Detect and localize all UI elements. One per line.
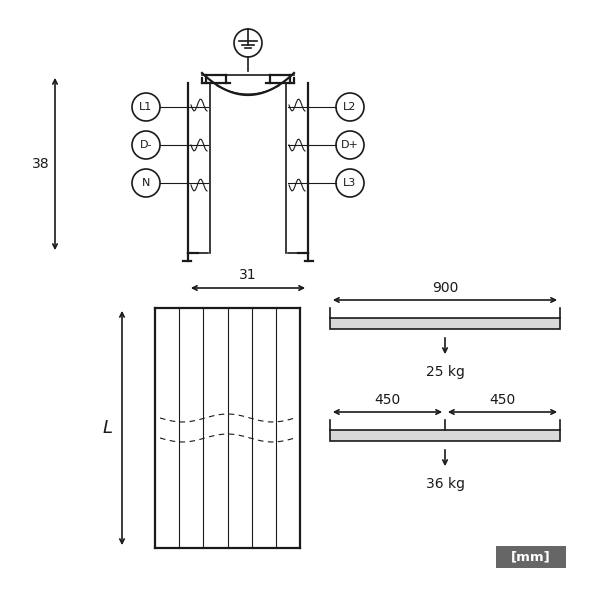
Text: 36 kg: 36 kg — [426, 477, 465, 491]
Text: [mm]: [mm] — [511, 550, 551, 563]
Text: 450: 450 — [374, 393, 401, 407]
FancyBboxPatch shape — [496, 546, 566, 568]
Text: D-: D- — [139, 140, 152, 150]
Text: 38: 38 — [32, 157, 50, 171]
Text: 25 kg: 25 kg — [426, 365, 465, 379]
Text: L1: L1 — [139, 102, 152, 112]
Text: D+: D+ — [341, 140, 359, 150]
Text: 31: 31 — [239, 268, 257, 282]
Text: L: L — [103, 419, 113, 437]
Bar — [330, 318, 560, 329]
Text: N: N — [142, 178, 150, 188]
Bar — [330, 430, 560, 441]
Text: L3: L3 — [343, 178, 356, 188]
Text: L2: L2 — [343, 102, 357, 112]
Text: 900: 900 — [432, 281, 458, 295]
Text: 450: 450 — [489, 393, 515, 407]
